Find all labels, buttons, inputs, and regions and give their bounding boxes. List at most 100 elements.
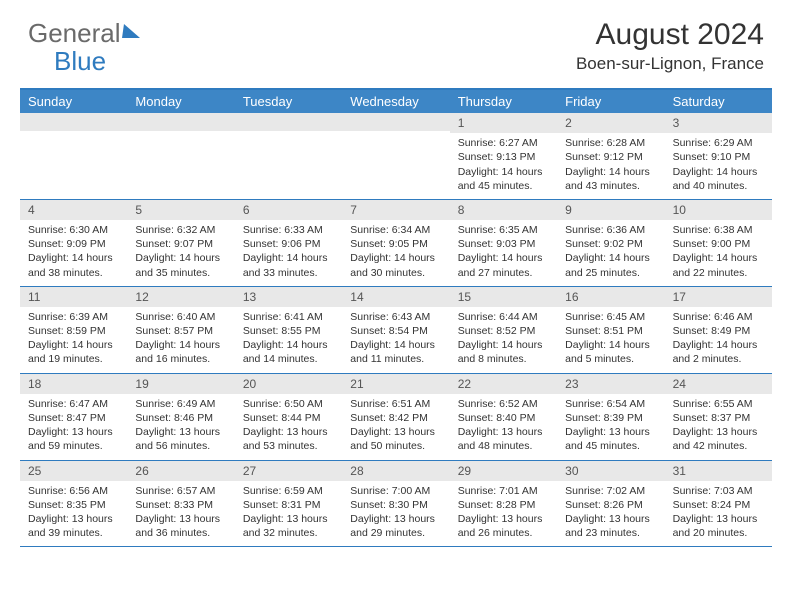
day-number: 11 xyxy=(20,287,127,307)
day-body: Sunrise: 6:33 AMSunset: 9:06 PMDaylight:… xyxy=(235,220,342,286)
daylight-text: Daylight: 14 hours and 14 minutes. xyxy=(243,338,334,366)
day-number: 23 xyxy=(557,374,664,394)
sunset-text: Sunset: 9:00 PM xyxy=(673,237,764,251)
sunrise-text: Sunrise: 6:40 AM xyxy=(135,310,226,324)
location-label: Boen-sur-Lignon, France xyxy=(576,54,764,74)
sunset-text: Sunset: 8:57 PM xyxy=(135,324,226,338)
day-number: 20 xyxy=(235,374,342,394)
day-number: 10 xyxy=(665,200,772,220)
daylight-text: Daylight: 14 hours and 43 minutes. xyxy=(565,165,656,193)
day-number: 8 xyxy=(450,200,557,220)
sunset-text: Sunset: 8:52 PM xyxy=(458,324,549,338)
day-cell: 21Sunrise: 6:51 AMSunset: 8:42 PMDayligh… xyxy=(342,374,449,460)
sunrise-text: Sunrise: 7:03 AM xyxy=(673,484,764,498)
day-cell: 22Sunrise: 6:52 AMSunset: 8:40 PMDayligh… xyxy=(450,374,557,460)
day-cell xyxy=(127,113,234,199)
dayhead-wed: Wednesday xyxy=(342,90,449,113)
day-body: Sunrise: 7:02 AMSunset: 8:26 PMDaylight:… xyxy=(557,481,664,547)
week-row: 11Sunrise: 6:39 AMSunset: 8:59 PMDayligh… xyxy=(20,287,772,374)
day-body: Sunrise: 6:29 AMSunset: 9:10 PMDaylight:… xyxy=(665,133,772,199)
title-block: August 2024 Boen-sur-Lignon, France xyxy=(576,18,764,74)
sunset-text: Sunset: 8:35 PM xyxy=(28,498,119,512)
sunset-text: Sunset: 9:13 PM xyxy=(458,150,549,164)
day-cell: 4Sunrise: 6:30 AMSunset: 9:09 PMDaylight… xyxy=(20,200,127,286)
daylight-text: Daylight: 14 hours and 27 minutes. xyxy=(458,251,549,279)
weeks-container: 1Sunrise: 6:27 AMSunset: 9:13 PMDaylight… xyxy=(20,113,772,547)
brand-part2: Blue xyxy=(54,46,106,77)
brand-part1: General xyxy=(28,18,121,49)
day-cell: 28Sunrise: 7:00 AMSunset: 8:30 PMDayligh… xyxy=(342,461,449,547)
day-body: Sunrise: 6:51 AMSunset: 8:42 PMDaylight:… xyxy=(342,394,449,460)
daylight-text: Daylight: 14 hours and 33 minutes. xyxy=(243,251,334,279)
day-body: Sunrise: 6:30 AMSunset: 9:09 PMDaylight:… xyxy=(20,220,127,286)
day-number: 12 xyxy=(127,287,234,307)
sunrise-text: Sunrise: 6:46 AM xyxy=(673,310,764,324)
day-cell xyxy=(342,113,449,199)
sunset-text: Sunset: 8:42 PM xyxy=(350,411,441,425)
sunset-text: Sunset: 8:31 PM xyxy=(243,498,334,512)
day-number: 26 xyxy=(127,461,234,481)
day-body: Sunrise: 6:35 AMSunset: 9:03 PMDaylight:… xyxy=(450,220,557,286)
brand-logo: General xyxy=(28,18,141,49)
day-body: Sunrise: 6:55 AMSunset: 8:37 PMDaylight:… xyxy=(665,394,772,460)
dayhead-sun: Sunday xyxy=(20,90,127,113)
sunset-text: Sunset: 8:47 PM xyxy=(28,411,119,425)
day-number xyxy=(342,113,449,131)
daylight-text: Daylight: 14 hours and 35 minutes. xyxy=(135,251,226,279)
day-number: 2 xyxy=(557,113,664,133)
daylight-text: Daylight: 13 hours and 29 minutes. xyxy=(350,512,441,540)
day-body: Sunrise: 6:40 AMSunset: 8:57 PMDaylight:… xyxy=(127,307,234,373)
sunset-text: Sunset: 8:28 PM xyxy=(458,498,549,512)
sunset-text: Sunset: 9:10 PM xyxy=(673,150,764,164)
day-cell: 19Sunrise: 6:49 AMSunset: 8:46 PMDayligh… xyxy=(127,374,234,460)
day-number: 16 xyxy=(557,287,664,307)
day-number: 6 xyxy=(235,200,342,220)
daylight-text: Daylight: 13 hours and 56 minutes. xyxy=(135,425,226,453)
day-body: Sunrise: 6:57 AMSunset: 8:33 PMDaylight:… xyxy=(127,481,234,547)
sunset-text: Sunset: 8:26 PM xyxy=(565,498,656,512)
sunrise-text: Sunrise: 6:55 AM xyxy=(673,397,764,411)
day-cell: 24Sunrise: 6:55 AMSunset: 8:37 PMDayligh… xyxy=(665,374,772,460)
sunrise-text: Sunrise: 6:28 AM xyxy=(565,136,656,150)
daylight-text: Daylight: 13 hours and 45 minutes. xyxy=(565,425,656,453)
daylight-text: Daylight: 13 hours and 36 minutes. xyxy=(135,512,226,540)
sunset-text: Sunset: 8:49 PM xyxy=(673,324,764,338)
day-cell: 12Sunrise: 6:40 AMSunset: 8:57 PMDayligh… xyxy=(127,287,234,373)
daylight-text: Daylight: 13 hours and 59 minutes. xyxy=(28,425,119,453)
week-row: 25Sunrise: 6:56 AMSunset: 8:35 PMDayligh… xyxy=(20,461,772,548)
daylight-text: Daylight: 14 hours and 19 minutes. xyxy=(28,338,119,366)
sunrise-text: Sunrise: 6:39 AM xyxy=(28,310,119,324)
day-number xyxy=(235,113,342,131)
day-number: 31 xyxy=(665,461,772,481)
day-number: 18 xyxy=(20,374,127,394)
day-body: Sunrise: 6:54 AMSunset: 8:39 PMDaylight:… xyxy=(557,394,664,460)
daylight-text: Daylight: 14 hours and 30 minutes. xyxy=(350,251,441,279)
day-cell xyxy=(235,113,342,199)
sunrise-text: Sunrise: 6:33 AM xyxy=(243,223,334,237)
day-number: 19 xyxy=(127,374,234,394)
sunrise-text: Sunrise: 6:45 AM xyxy=(565,310,656,324)
daylight-text: Daylight: 14 hours and 2 minutes. xyxy=(673,338,764,366)
day-body: Sunrise: 7:03 AMSunset: 8:24 PMDaylight:… xyxy=(665,481,772,547)
weekday-header: Sunday Monday Tuesday Wednesday Thursday… xyxy=(20,90,772,113)
daylight-text: Daylight: 13 hours and 39 minutes. xyxy=(28,512,119,540)
month-title: August 2024 xyxy=(576,18,764,52)
sunset-text: Sunset: 9:12 PM xyxy=(565,150,656,164)
day-cell: 13Sunrise: 6:41 AMSunset: 8:55 PMDayligh… xyxy=(235,287,342,373)
day-body: Sunrise: 6:59 AMSunset: 8:31 PMDaylight:… xyxy=(235,481,342,547)
day-number: 3 xyxy=(665,113,772,133)
sunset-text: Sunset: 8:54 PM xyxy=(350,324,441,338)
day-body: Sunrise: 6:56 AMSunset: 8:35 PMDaylight:… xyxy=(20,481,127,547)
sunset-text: Sunset: 8:44 PM xyxy=(243,411,334,425)
sunset-text: Sunset: 8:37 PM xyxy=(673,411,764,425)
daylight-text: Daylight: 13 hours and 32 minutes. xyxy=(243,512,334,540)
day-body: Sunrise: 6:36 AMSunset: 9:02 PMDaylight:… xyxy=(557,220,664,286)
day-number: 9 xyxy=(557,200,664,220)
day-cell: 20Sunrise: 6:50 AMSunset: 8:44 PMDayligh… xyxy=(235,374,342,460)
day-body: Sunrise: 6:46 AMSunset: 8:49 PMDaylight:… xyxy=(665,307,772,373)
day-body xyxy=(342,131,449,189)
sunrise-text: Sunrise: 6:59 AM xyxy=(243,484,334,498)
day-body xyxy=(20,131,127,189)
daylight-text: Daylight: 14 hours and 38 minutes. xyxy=(28,251,119,279)
daylight-text: Daylight: 13 hours and 48 minutes. xyxy=(458,425,549,453)
